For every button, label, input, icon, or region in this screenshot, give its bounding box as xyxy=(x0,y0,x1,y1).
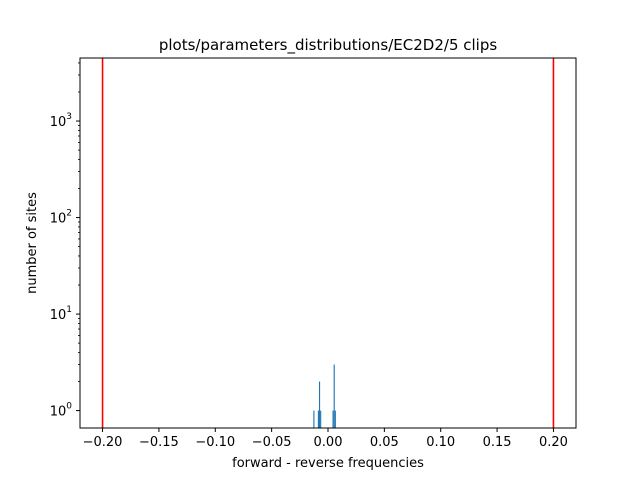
histogram-bars xyxy=(313,364,336,428)
y-tick-label: 102 xyxy=(50,209,72,227)
x-tick-label: 0.05 xyxy=(370,435,399,450)
y-tick-label: 100 xyxy=(50,402,73,420)
y-axis-label: number of sites xyxy=(25,192,40,294)
histogram-bar xyxy=(317,410,319,428)
x-tick-label: 0.00 xyxy=(314,435,343,450)
chart-title: plots/parameters_distributions/EC2D2/5 c… xyxy=(159,36,498,55)
x-tick-label: −0.10 xyxy=(195,435,235,450)
histogram-bar xyxy=(320,410,322,428)
threshold-lines xyxy=(101,58,555,428)
histogram-bar xyxy=(334,410,336,428)
x-tick-label: 0.10 xyxy=(426,435,455,450)
histogram-bar xyxy=(313,410,315,428)
plot-area xyxy=(80,58,576,428)
y-axis-ticks: 100 101 102 103 xyxy=(50,62,80,420)
x-tick-label: −0.15 xyxy=(139,435,179,450)
x-tick-label: −0.20 xyxy=(83,435,123,450)
x-tick-label: 0.20 xyxy=(539,435,568,450)
histogram-bar xyxy=(333,364,335,428)
histogram-bar xyxy=(332,410,334,428)
x-tick-label: −0.05 xyxy=(252,435,292,450)
x-axis-ticks: −0.20 −0.15 −0.10 −0.05 0.00 0.05 0.10 0.15 0.20 xyxy=(83,428,568,450)
x-axis-label: forward - reverse frequencies xyxy=(232,456,424,471)
histogram-bar xyxy=(318,381,321,428)
y-tick-label: 101 xyxy=(50,305,72,323)
y-tick-label: 103 xyxy=(50,112,72,130)
x-tick-label: 0.15 xyxy=(483,435,512,450)
